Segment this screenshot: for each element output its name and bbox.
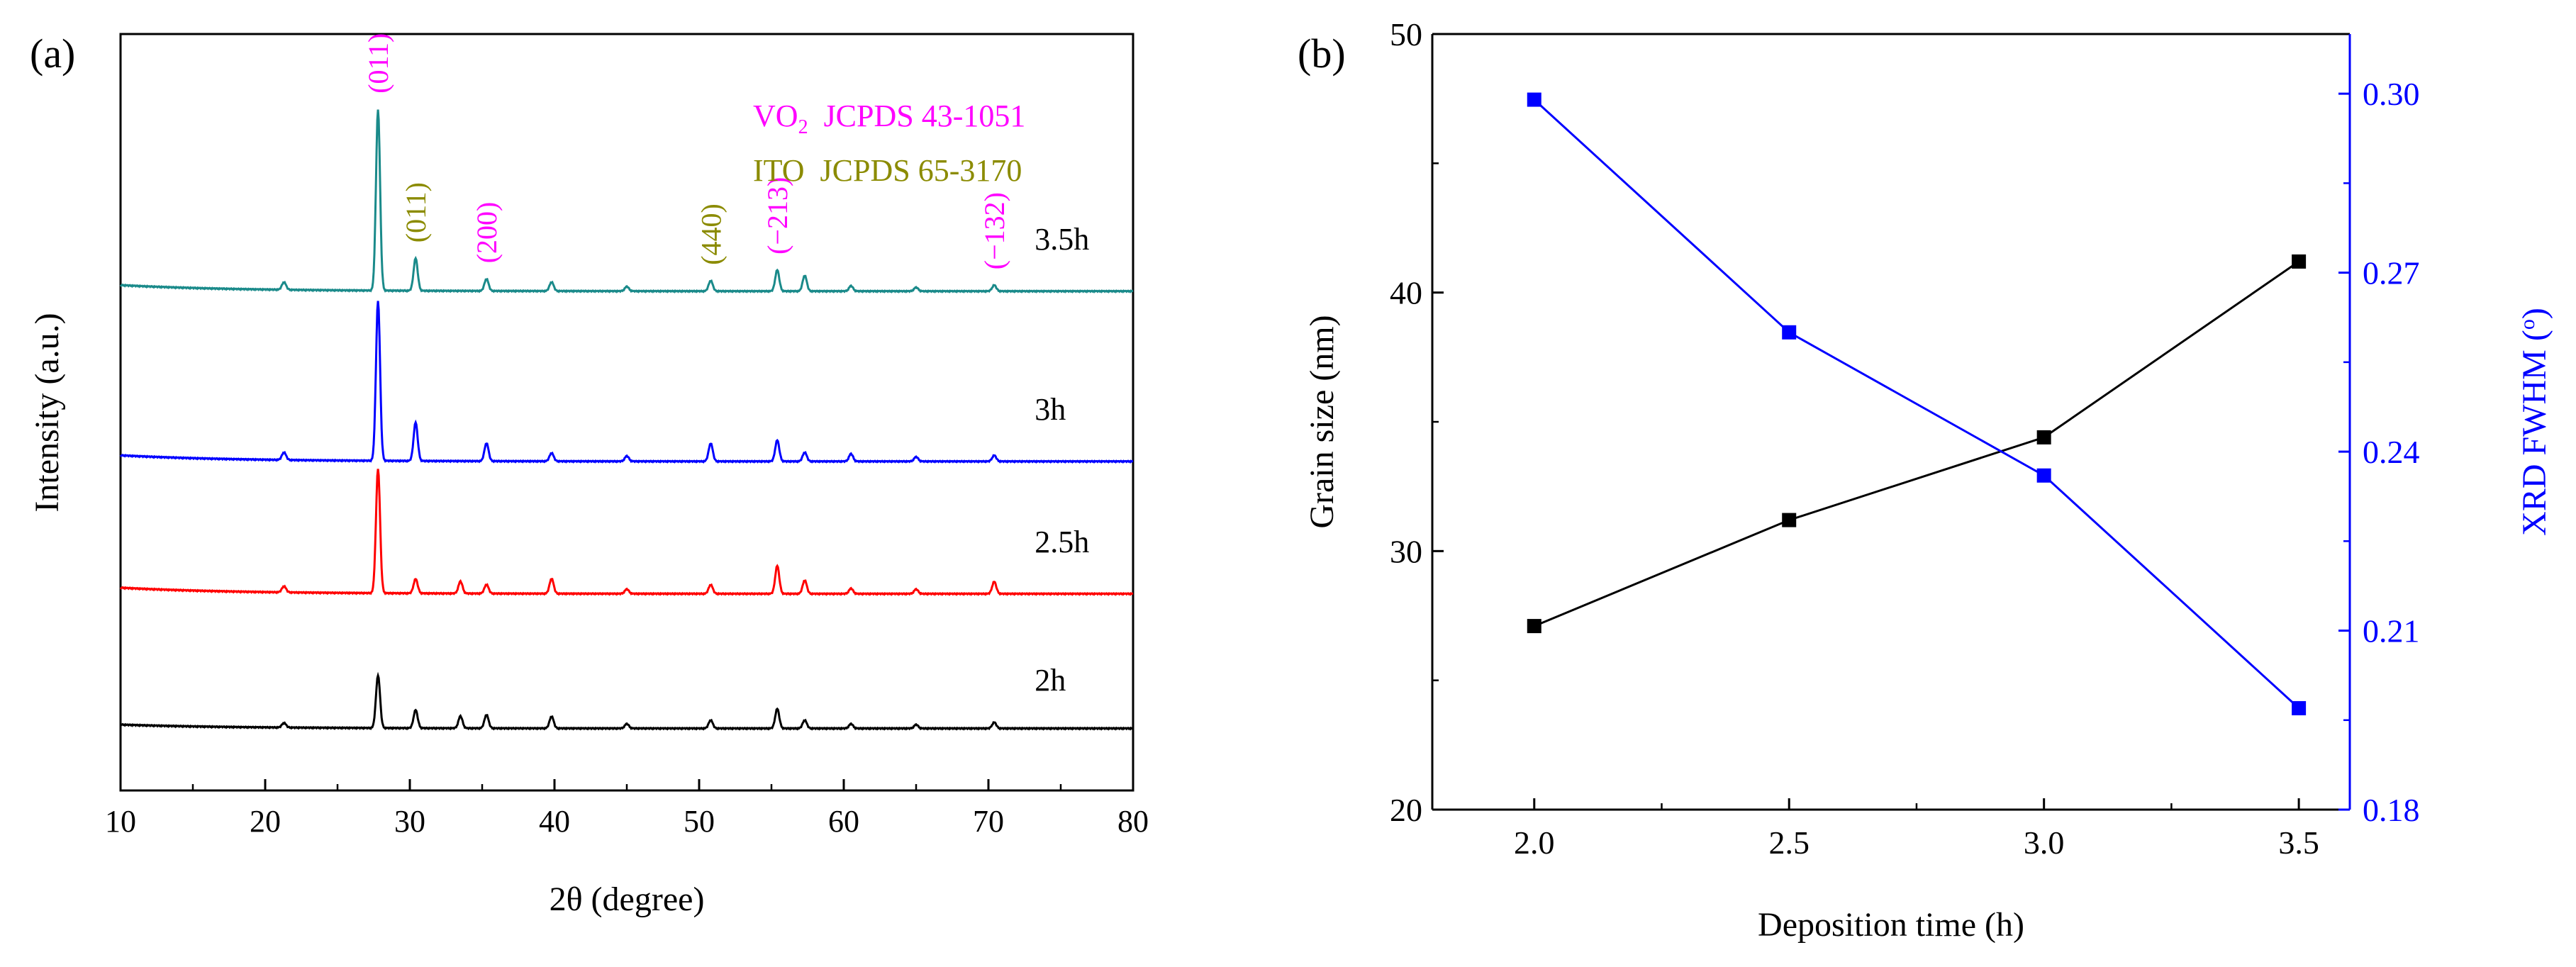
y-tick-label: 50: [1390, 16, 1422, 52]
peak-label: (011): [400, 182, 432, 242]
y-right-tick-label: 0.27: [2363, 255, 2420, 291]
x-tick-label: 3.5: [2278, 825, 2319, 861]
panel-b-series: [1527, 92, 2307, 715]
data-point-xrd-fwhm: [2292, 700, 2307, 715]
x-tick-label: 40: [539, 804, 570, 839]
peak-label: (200): [471, 202, 503, 264]
panel-a-legend: VO2 JCPDS 43-1051 ITO JCPDS 65-3170: [753, 99, 1025, 188]
y-right-tick-label: 0.21: [2363, 613, 2420, 649]
peak-label: (011): [362, 33, 394, 94]
panel-a-ylabel: Intensity (a.u.): [28, 313, 66, 512]
panel-b-ylabel-left: Grain size (nm): [1303, 315, 1341, 528]
x-tick-label: 30: [394, 804, 425, 839]
series-line-2.5h: [119, 469, 1134, 596]
series-line-grain-size: [1534, 260, 2299, 627]
panel-b-y-ticks-left: 20 30 40 50: [1390, 16, 1444, 828]
ylabel-right-sup: o: [2516, 319, 2539, 330]
y-tick-label: 40: [1390, 275, 1422, 311]
series-label-3.5h: 3.5h: [1035, 222, 1089, 257]
peak-label: (−213): [762, 177, 793, 255]
legend-vo2-suffix: JCPDS 43-1051: [808, 99, 1026, 133]
x-tick-label: 10: [105, 804, 136, 839]
legend-vo2: VO2 JCPDS 43-1051: [753, 99, 1025, 138]
x-tick-label: 50: [684, 804, 715, 839]
x-tick-label: 80: [1117, 804, 1149, 839]
legend-ito-text: ITO JCPDS 65-3170: [753, 153, 1022, 188]
peak-label: (440): [695, 203, 727, 265]
y-right-tick-label: 0.30: [2363, 76, 2420, 112]
y-tick-label: 20: [1390, 792, 1422, 828]
x-tick-label: 2.0: [1514, 825, 1555, 861]
panel-a-peak-labels: (011) (011) (200) (440) (−213) (−132): [362, 33, 1010, 270]
series-line-3h: [119, 301, 1134, 464]
series-line-xrd-fwhm: [1533, 99, 2300, 710]
series-label-2.5h: 2.5h: [1035, 525, 1089, 559]
panel-a-series: 2h 2.5h 3h 3.5h: [119, 109, 1134, 731]
x-tick-label: 70: [973, 804, 1004, 839]
data-point-grain-size: [1782, 513, 1797, 527]
panel-b-y-ticks-right: 0.18 0.21 0.24 0.27 0.30: [2338, 76, 2420, 828]
series-label-3h: 3h: [1035, 392, 1066, 427]
x-tick-label: 60: [828, 804, 859, 839]
x-tick-label: 20: [250, 804, 281, 839]
panel-b-xlabel: Deposition time (h): [1758, 906, 2024, 944]
ylabel-right-prefix: XRD FWHM (: [2516, 330, 2553, 536]
legend-vo2-prefix: VO: [753, 99, 798, 133]
data-point-grain-size: [2292, 254, 2307, 269]
data-point-xrd-fwhm: [2036, 468, 2051, 483]
series-label-2h: 2h: [1035, 663, 1066, 698]
peak-label: (−132): [978, 192, 1010, 269]
legend-vo2-sub: 2: [798, 116, 808, 138]
series-line-2h: [119, 671, 1134, 731]
x-tick-label: 2.5: [1768, 825, 1810, 861]
panel-a-x-ticks: 10 20 30 40 50 60 70 80: [105, 779, 1149, 839]
y-right-tick-label: 0.24: [2363, 434, 2420, 470]
data-point-grain-size: [1527, 619, 1541, 634]
legend-ito: ITO JCPDS 65-3170: [753, 153, 1022, 188]
panel-b-ylabel-right: XRD FWHM (o): [2516, 308, 2553, 536]
y-right-tick-label: 0.18: [2363, 792, 2420, 828]
data-point-grain-size: [2036, 430, 2051, 445]
panel-b-x-ticks: 2.0 2.5 3.0 3.5: [1514, 798, 2319, 861]
data-point-xrd-fwhm: [1527, 92, 1541, 107]
panel-a-label: (a): [30, 30, 75, 77]
ylabel-right-suffix: ): [2516, 308, 2553, 319]
panel-b-label: (b): [1298, 30, 1346, 77]
x-tick-label: 3.0: [2024, 825, 2065, 861]
panel-a-plot-frame: [119, 33, 1134, 792]
data-point-xrd-fwhm: [1782, 325, 1797, 340]
panel-a-xlabel: 2θ (degree): [550, 881, 705, 918]
series-line-3.5h: [119, 109, 1134, 294]
y-tick-label: 30: [1390, 533, 1422, 569]
